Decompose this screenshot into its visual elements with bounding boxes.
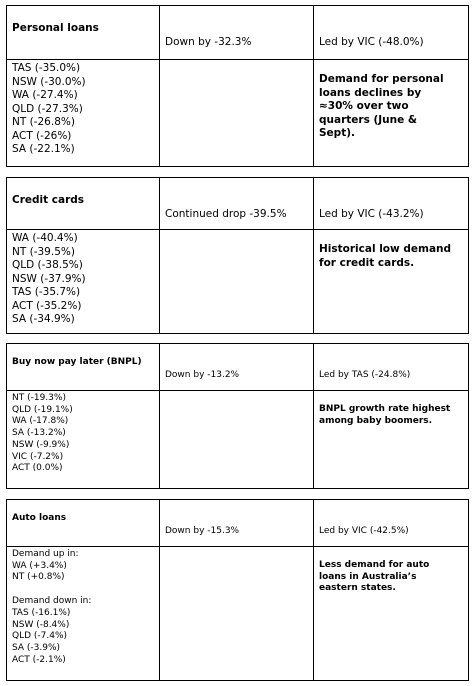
section-table: Buy now pay later (BNPL) Down by -13.2% Le…: [6, 343, 469, 489]
state-item: TAS (-35.7%): [12, 286, 81, 298]
summary: Down by -13.2%: [159, 343, 314, 391]
leader: Led by VIC (-42.5%): [313, 499, 469, 547]
header-row: Buy now pay later (BNPL) Down by -13.2% Le…: [6, 343, 469, 391]
section-body: Credit cards Continued drop -39.5% Led by …: [6, 177, 469, 334]
leader: Led by TAS (-24.8%): [313, 343, 469, 391]
detail-row: NT (-19.3%) QLD (-19.1%) WA (-17.8%) SA (-1…: [6, 390, 469, 489]
group-label: Demand up in:: [12, 549, 79, 559]
state-item: NT (-19.3%): [12, 393, 66, 403]
section-title: Credit cards: [6, 177, 160, 230]
state-item: TAS (-16.1%): [12, 607, 71, 618]
state-item: NSW (-9.9%): [12, 439, 70, 450]
state-item: WA (+3.4%): [12, 560, 67, 571]
state-item: ACT (-2.1%): [12, 654, 66, 665]
section-body: Auto loans Down by -15.3% Led by VIC (-42.…: [6, 499, 469, 681]
state-item: WA (-40.4%): [12, 232, 78, 244]
summary: Down by -32.3%: [159, 5, 314, 60]
empty-cell: [159, 390, 314, 489]
section-title: Personal loans: [6, 5, 160, 60]
leader: Led by VIC (-43.2%): [313, 177, 469, 230]
state-item: TAS (-35.0%): [12, 62, 81, 74]
state-item: NSW (-37.9%): [12, 272, 86, 285]
header-row: Auto loans Down by -15.3% Led by VIC (-42.…: [6, 499, 469, 547]
detail-row: WA (-40.4%) NT (-39.5%) QLD (-38.5%) NSW (-…: [6, 229, 469, 334]
state-item: ACT (-35.2%): [12, 299, 82, 312]
note: Demand for personal loans declines by ≈3…: [313, 59, 469, 167]
section-table: Credit cards Continued drop -39.5% Led by …: [6, 177, 469, 334]
state-item: ACT (-26%): [12, 129, 72, 142]
state-item: NSW (-8.4%): [12, 619, 70, 630]
state-list: TAS (-35.0%) NSW (-30.0%) WA (-27.4%) QLD (…: [6, 59, 160, 167]
state-item: NT (-39.5%): [12, 245, 75, 258]
note: Historical low demand for credit cards.: [313, 229, 469, 334]
state-item: WA (-27.4%): [12, 89, 78, 101]
empty-cell: [159, 229, 314, 334]
empty-cell: [159, 59, 314, 167]
summary: Continued drop -39.5%: [159, 177, 314, 230]
state-list: Demand up in: WA (+3.4%) NT (+0.8%) Demand …: [6, 546, 160, 681]
note: BNPL growth rate highest among baby boom…: [313, 390, 469, 489]
state-item: QLD (-38.5%): [12, 259, 83, 271]
state-item: WA (-17.8%): [12, 416, 69, 427]
state-item: NT (-26.8%): [12, 116, 75, 128]
section-table: Personal loans Down by -32.3% Led by VIC (…: [6, 5, 469, 167]
state-item: ACT (0.0%): [12, 463, 63, 474]
note: Less demand for auto loans in Australia’…: [313, 546, 469, 681]
state-list: WA (-40.4%) NT (-39.5%) QLD (-38.5%) NSW (-…: [6, 229, 160, 334]
leader: Led by VIC (-48.0%): [313, 5, 469, 60]
section-title: Auto loans: [6, 499, 160, 547]
section-body: Personal loans Down by -32.3% Led by VIC (…: [6, 5, 469, 167]
summary: Down by -15.3%: [159, 499, 314, 547]
state-item: SA (-22.1%): [12, 143, 75, 155]
header-row: Credit cards Continued drop -39.5% Led by …: [6, 177, 469, 230]
detail-row: TAS (-35.0%) NSW (-30.0%) WA (-27.4%) QLD (…: [6, 59, 469, 167]
group-label: Demand down in:: [12, 596, 92, 607]
section-title: Buy now pay later (BNPL): [6, 343, 160, 391]
section-table: Auto loans Down by -15.3% Led by VIC (-42.…: [6, 499, 469, 681]
state-item: VIC (-7.2%): [12, 451, 64, 462]
state-item: NT (+0.8%): [12, 572, 65, 583]
state-item: QLD (-7.4%): [12, 631, 68, 642]
state-list: NT (-19.3%) QLD (-19.1%) WA (-17.8%) SA (-1…: [6, 390, 160, 489]
state-item: QLD (-19.1%): [12, 404, 73, 415]
state-item: SA (-3.9%): [12, 642, 61, 653]
state-item: SA (-13.2%): [12, 428, 66, 439]
detail-row: Demand up in: WA (+3.4%) NT (+0.8%) Demand …: [6, 546, 469, 681]
spacer: [12, 584, 159, 596]
header-row: Personal loans Down by -32.3% Led by VIC (…: [6, 5, 469, 60]
empty-cell: [159, 546, 314, 681]
section-body: Buy now pay later (BNPL) Down by -13.2% Le…: [6, 343, 469, 489]
state-item: QLD (-27.3%): [12, 102, 83, 115]
state-item: NSW (-30.0%): [12, 75, 86, 88]
state-item: SA (-34.9%): [12, 313, 75, 325]
